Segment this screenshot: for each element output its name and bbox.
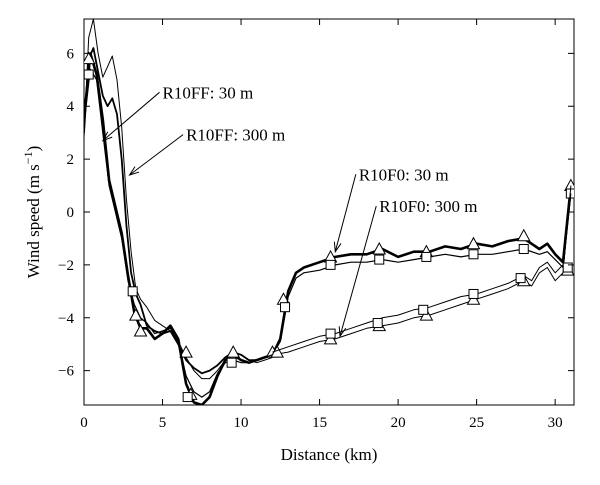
- square-marker-3-5: [325, 259, 336, 270]
- triangle-marker-2-5: [226, 345, 241, 358]
- annotation-label-2: R10F0: 30 m: [359, 165, 449, 184]
- annotations-layer: R10FF: 30 m R10FF: 300 m R10F0: 30 m R10F0:…: [101, 83, 478, 338]
- square-marker-3-9: [518, 244, 529, 255]
- series-2: [84, 51, 574, 405]
- annotation-arrow-3: [339, 205, 377, 337]
- triangle-marker-2-1: [128, 308, 143, 321]
- y-tick-label-4: 2: [67, 152, 75, 168]
- series-5: [272, 193, 573, 353]
- annotation-arrowhead-0: [101, 131, 113, 142]
- x-tick-label-6: 30: [548, 415, 563, 431]
- x-tick-label-5: 25: [469, 415, 484, 431]
- plot-frame: [83, 18, 575, 406]
- y-tick-label-6: 6: [67, 46, 75, 62]
- square-marker-3-4: [280, 302, 291, 313]
- square-marker-3-3: [226, 357, 237, 368]
- ticks-layer: 0 5 10 15 20 25 30 −6 −4 −2 0 2 4 6: [58, 19, 574, 431]
- y-tick-label-0: −6: [58, 364, 74, 380]
- square-marker-3-0: [84, 69, 94, 80]
- x-tick-label-1: 5: [159, 415, 167, 431]
- y-tick-label-5: 4: [67, 99, 75, 115]
- square-marker-5-1: [372, 318, 383, 329]
- annotation-arrowhead-1: [128, 166, 140, 176]
- square-marker-5-3: [468, 288, 479, 299]
- y-axis-label-exponent: −1: [21, 151, 35, 164]
- x-axis-label: Distance (km): [281, 445, 378, 464]
- series-layer: [84, 19, 574, 405]
- square-marker-5-2: [418, 304, 429, 315]
- square-marker-3-8: [468, 249, 479, 260]
- triangle-marker-2-0: [84, 51, 96, 65]
- square-marker-5-5: [562, 262, 573, 273]
- annotation-arrow-2: [334, 174, 357, 252]
- series-line-5: [272, 193, 572, 353]
- annotation-label-0: R10FF: 30 m: [163, 83, 254, 102]
- series-3: [84, 68, 574, 403]
- square-marker-5-4: [515, 273, 526, 284]
- annotation-arrowhead-3: [338, 326, 347, 338]
- square-marker-3-6: [374, 254, 385, 265]
- square-marker-3-7: [421, 251, 432, 262]
- square-marker-3-2: [182, 392, 193, 403]
- annotation-arrowhead-2: [333, 241, 342, 254]
- y-axis-label: Wind speed (m s−1): [21, 146, 43, 279]
- x-tick-label-3: 15: [312, 415, 327, 431]
- triangle-marker-2-3: [179, 345, 193, 358]
- y-axis-label-close: ): [24, 146, 43, 152]
- annotation-arrow-1: [129, 134, 184, 176]
- x-tick-label-0: 0: [80, 415, 88, 431]
- x-tick-label-2: 10: [234, 415, 249, 431]
- series-line-3: [84, 68, 572, 398]
- y-tick-label-2: −2: [58, 258, 74, 274]
- x-tick-label-4: 20: [391, 415, 406, 431]
- triangle-marker-2-12: [516, 228, 531, 242]
- y-tick-label-3: 0: [67, 205, 75, 221]
- annotation-label-3: R10F0: 300 m: [379, 197, 477, 216]
- triangle-marker-2-9: [372, 241, 387, 255]
- series-line-2: [84, 52, 573, 405]
- triangle-marker-2-11: [466, 236, 481, 250]
- annotation-arrow-0: [102, 91, 160, 141]
- square-marker-3-1: [127, 286, 138, 297]
- y-tick-label-1: −4: [58, 311, 74, 327]
- y-axis-label-main: Wind speed (m s: [24, 164, 43, 278]
- square-marker-5-0: [325, 328, 336, 339]
- annotation-label-1: R10FF: 300 m: [186, 126, 285, 145]
- triangle-marker-2-2: [133, 323, 148, 337]
